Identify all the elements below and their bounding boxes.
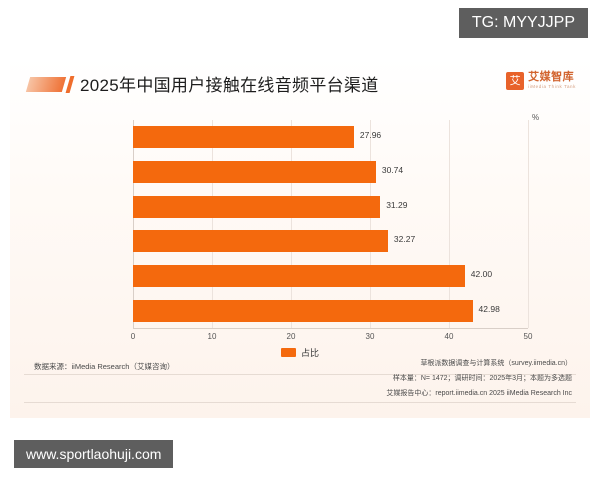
x-axis-tick-label: 50 xyxy=(523,332,533,341)
card-footer: 数据来源：iiMedia Research（艾媒咨询） 草根派数据调查与计算系统… xyxy=(10,358,590,418)
legend-swatch xyxy=(280,348,296,357)
chart-title: 2025年中国用户接触在线音频平台渠道 xyxy=(80,76,379,95)
x-axis-tick-label: 0 xyxy=(130,332,136,341)
legend-label: 占比 xyxy=(300,348,319,358)
chart-bar-row: 27.96广告宣传 xyxy=(133,126,528,149)
site-watermark-overlay: www.sportlaohuji.com xyxy=(14,440,174,468)
chart-bar[interactable] xyxy=(133,161,376,183)
x-axis-tick-label: 40 xyxy=(444,332,454,341)
chart-bar-row: 32.27亲友推荐 xyxy=(133,230,528,253)
chart-bar-value-label: 42.98 xyxy=(478,303,500,314)
chart-bar[interactable] xyxy=(133,265,465,287)
chart-bar[interactable] xyxy=(133,126,354,149)
x-gridline xyxy=(449,120,450,328)
chart-bar[interactable] xyxy=(133,195,381,218)
chart-bar[interactable] xyxy=(133,230,388,253)
survey-system-text: 草根派数据调查与计算系统（survey.iimedia.cn） xyxy=(420,360,572,367)
chart-bar-row: 42.98内容分享平台（小红书、知乎等） xyxy=(133,299,528,322)
x-axis-line xyxy=(133,328,528,329)
x-gridline xyxy=(370,120,371,328)
chart-bar-value-label: 27.96 xyxy=(359,130,382,141)
brand-mark-icon: 艾 xyxy=(506,72,525,90)
brand-subtitle: iiMedia Think Tank xyxy=(528,84,576,90)
chart-bar-row: 31.29应用商店 xyxy=(133,195,528,218)
chart-bar-row: 42.00社交平台（微信、QQ、微博等） xyxy=(133,265,528,287)
y-axis-line xyxy=(133,120,134,328)
footer-divider-bottom xyxy=(24,402,576,403)
chart-bar-row: 30.74搜索引擎 xyxy=(133,161,528,183)
brand-name: 艾媒智库 xyxy=(528,71,575,84)
title-accent-slash xyxy=(65,76,75,93)
title-accent-shape xyxy=(25,77,67,92)
chart-plot: 0 10 20 30 40 50 27.96广告宣传 30.74搜索引擎 31.29应用商店 32… xyxy=(10,110,590,360)
data-source-text: 数据来源：iiMedia Research（艾媒咨询） xyxy=(34,362,175,371)
x-gridline xyxy=(528,120,529,328)
chart-axis-area: 0 10 20 30 40 50 27.96广告宣传 30.74搜索引擎 31.29应用商店 32… xyxy=(131,120,532,341)
brand-logo: 艾 艾媒智库 iiMedia Think Tank xyxy=(506,72,576,90)
card-header: 2025年中国用户接触在线音频平台渠道 艾 艾媒智库 iiMedia Think… xyxy=(10,58,590,106)
x-gridline xyxy=(212,120,213,328)
x-axis-tick-label: 30 xyxy=(365,332,375,341)
x-gridline xyxy=(291,120,292,328)
telegram-tag-overlay: TG: MYYJJPP xyxy=(458,8,588,38)
sample-size-text: 样本量：N= 1472；调研时间：2025年3月；本题为多选题 xyxy=(392,375,572,382)
chart-bar[interactable] xyxy=(133,299,473,322)
chart-bar-value-label: 32.27 xyxy=(393,234,416,245)
chart-bar-value-label: 42.00 xyxy=(470,269,493,279)
x-axis-tick-label: 10 xyxy=(207,332,217,341)
infographic-card: 2025年中国用户接触在线音频平台渠道 艾 艾媒智库 iiMedia Think… xyxy=(10,58,590,418)
brand-text: 艾媒智库 iiMedia Think Tank xyxy=(528,72,576,90)
chart-bar-value-label: 31.29 xyxy=(386,199,408,210)
chart-bar-value-label: 30.74 xyxy=(381,165,404,175)
chart-legend: 占比 xyxy=(10,346,590,359)
x-axis-unit-label: % xyxy=(532,113,540,122)
x-axis-tick-label: 20 xyxy=(286,332,296,341)
report-center-text: 艾媒报告中心：report.iimedia.cn 2025 iiMedia Re… xyxy=(386,390,572,397)
footer-divider-top xyxy=(24,374,576,375)
